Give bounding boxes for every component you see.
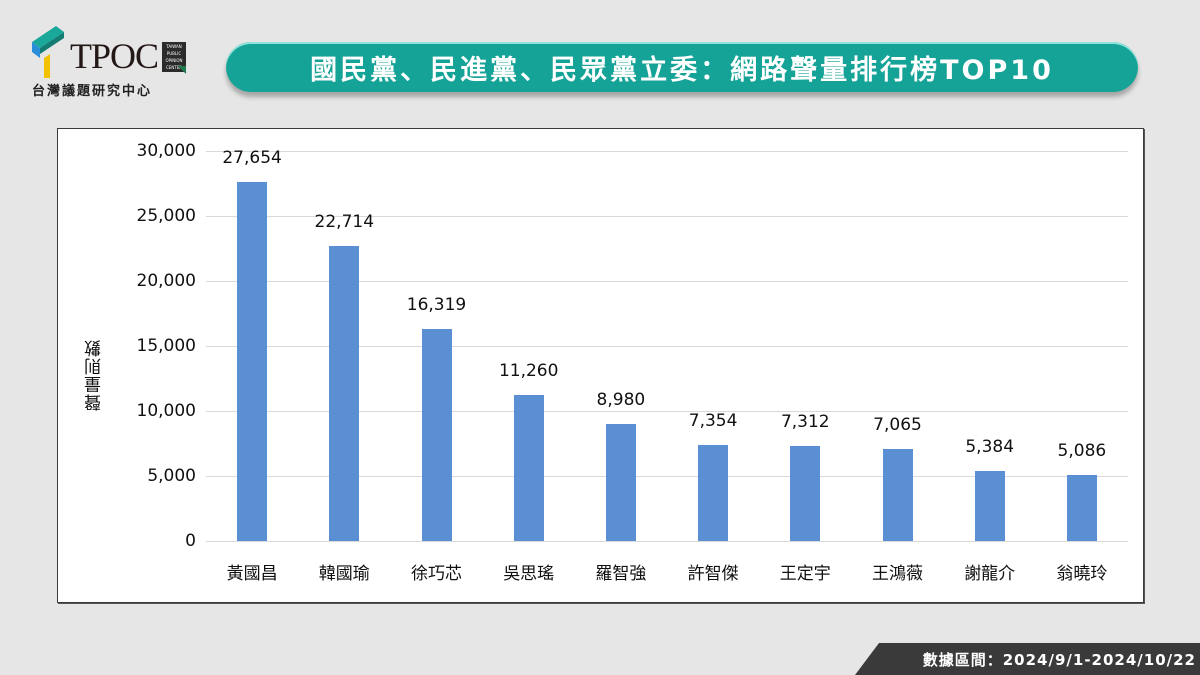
bar bbox=[513, 394, 544, 541]
bar bbox=[1066, 474, 1097, 541]
bar-value-label: 16,319 bbox=[406, 294, 467, 315]
logo-badge-triangle bbox=[178, 66, 186, 74]
badge-line: OPINION bbox=[165, 58, 183, 63]
y-tick-label: 25,000 bbox=[136, 206, 196, 226]
x-tick-label: 韓國瑜 bbox=[318, 564, 370, 584]
gridline bbox=[206, 476, 1128, 477]
gridline bbox=[206, 541, 1128, 542]
bar bbox=[605, 424, 636, 541]
x-tick-label: 翁曉玲 bbox=[1056, 564, 1108, 584]
badge-line: PUBLIC bbox=[166, 51, 182, 56]
bar-value-label: 5,384 bbox=[965, 437, 1015, 457]
bar-value-label: 7,065 bbox=[873, 415, 922, 436]
bar-chart: 聲量則數 0 5,000 10,000 15,000 20,000 25,000 30,00… bbox=[57, 128, 1144, 603]
page-title: 國民黨、民進黨、民眾黨立委：網路聲量排行榜TOP10 bbox=[310, 54, 1054, 86]
x-tick-label: 羅智強 bbox=[595, 564, 647, 584]
gridline bbox=[206, 151, 1128, 152]
gridline bbox=[206, 281, 1128, 282]
bar-value-label: 22,714 bbox=[314, 211, 375, 232]
y-tick-label: 15,000 bbox=[136, 336, 196, 356]
bar bbox=[329, 245, 360, 541]
bar bbox=[237, 181, 268, 541]
title-banner: 國民黨、民進黨、民眾黨立委：網路聲量排行榜TOP10 bbox=[226, 42, 1138, 92]
date-range-footer: 數據區間：2024/9/1-2024/10/22 bbox=[855, 643, 1200, 675]
x-tick-label: 許智傑 bbox=[687, 564, 739, 584]
plot-area: 0 5,000 10,000 15,000 20,000 25,000 30,000 27,6… bbox=[137, 141, 1128, 584]
date-range-text: 數據區間：2024/9/1-2024/10/22 bbox=[922, 650, 1196, 669]
x-tick-label: 黃國昌 bbox=[226, 564, 278, 584]
x-tick-label: 謝龍介 bbox=[964, 564, 1016, 584]
y-tick-label: 0 bbox=[185, 531, 196, 551]
gridline bbox=[206, 346, 1128, 347]
logo-brand-text: TPOC bbox=[70, 36, 159, 76]
badge-line: TAIWAN bbox=[166, 44, 182, 49]
x-tick-label: 王鴻薇 bbox=[872, 564, 923, 584]
bar bbox=[698, 445, 729, 541]
bar-value-label: 7,354 bbox=[688, 411, 738, 432]
logo-subtitle: 台灣議題研究中心 bbox=[32, 84, 153, 99]
x-tick-label: 徐巧芯 bbox=[411, 564, 462, 584]
badge-line: CENTER bbox=[165, 65, 183, 70]
bar bbox=[974, 471, 1005, 541]
y-tick-label: 30,000 bbox=[136, 141, 196, 161]
x-tick-label: 吳思瑤 bbox=[503, 564, 555, 584]
bar-value-label: 27,654 bbox=[222, 147, 282, 168]
bar-value-label: 8,980 bbox=[596, 390, 646, 411]
bar-value-label: 11,260 bbox=[498, 360, 559, 381]
y-tick-label: 10,000 bbox=[136, 401, 196, 421]
bar-value-label: 5,086 bbox=[1057, 440, 1107, 461]
tpoc-logo: TPOC TAIWAN PUBLIC OPINION CENTER 台灣議題研究… bbox=[30, 24, 200, 100]
bar-value-label: 7,312 bbox=[780, 411, 830, 432]
bar bbox=[882, 449, 913, 541]
tpoc-logo-mark-icon bbox=[32, 26, 64, 78]
y-tick-label: 20,000 bbox=[136, 271, 196, 291]
gridline bbox=[206, 216, 1128, 217]
x-tick-label: 王定宇 bbox=[779, 564, 831, 584]
y-tick-label: 5,000 bbox=[147, 466, 196, 486]
bar bbox=[421, 328, 452, 541]
bar bbox=[790, 445, 821, 541]
gridline bbox=[206, 411, 1128, 412]
